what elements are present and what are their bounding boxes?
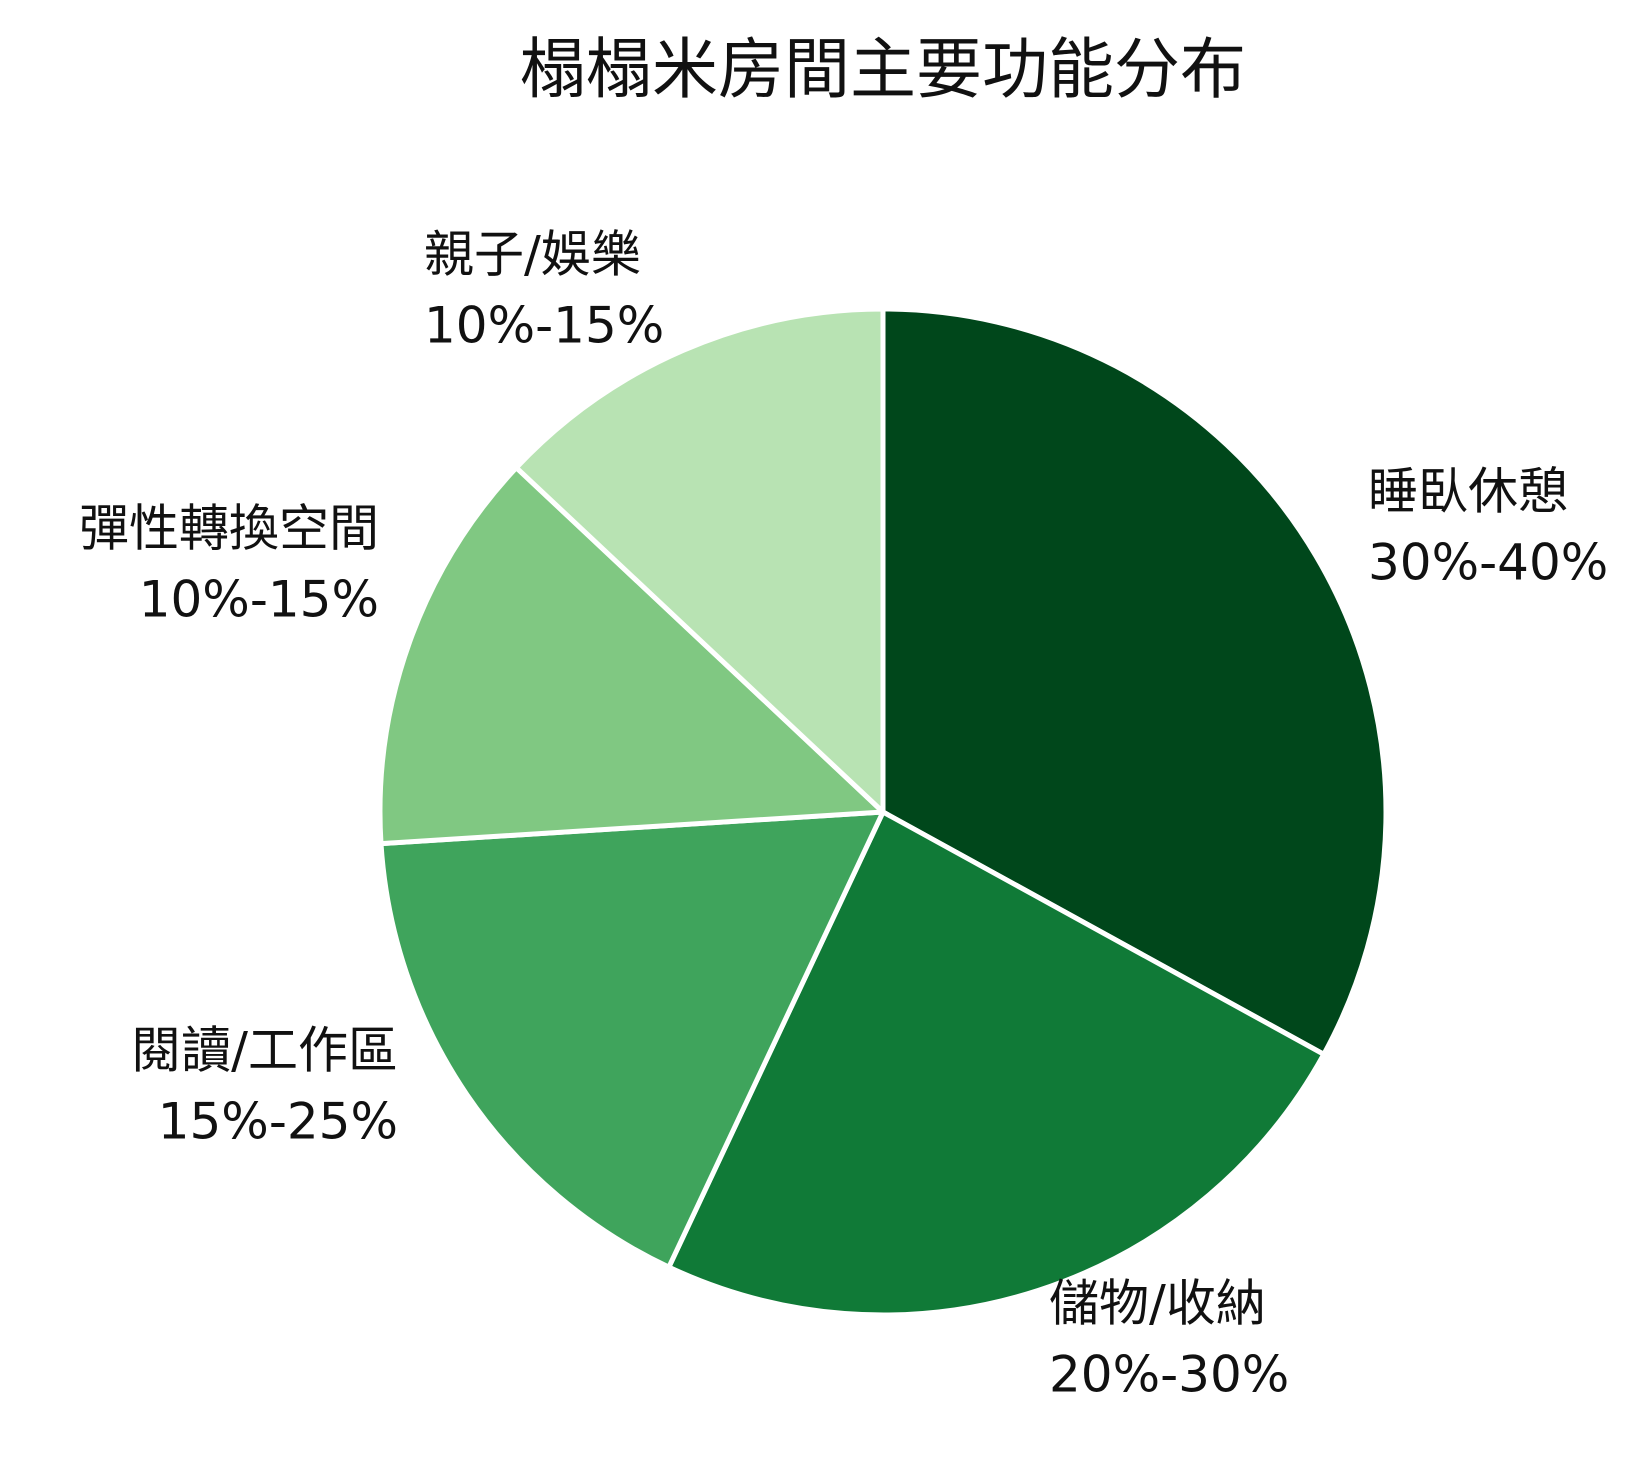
slice-range-label: 15%-25% bbox=[158, 1093, 398, 1151]
pie-slice bbox=[666, 809, 1327, 1318]
slice-label: 閱讀/工作區 bbox=[131, 1022, 398, 1080]
pie-slice bbox=[378, 809, 886, 1270]
slice-range-label: 30%-40% bbox=[1368, 534, 1608, 592]
pie-slice bbox=[513, 306, 886, 815]
slice-label: 親子/娛樂 bbox=[424, 226, 641, 284]
chart-title: 榻榻米房間主要功能分布 bbox=[520, 31, 1246, 108]
slice-label: 睡臥休憩 bbox=[1368, 463, 1568, 521]
pie-slice bbox=[880, 306, 1389, 1057]
slice-range-label: 10%-15% bbox=[424, 297, 664, 355]
slice-range-label: 20%-30% bbox=[1049, 1346, 1289, 1404]
slice-range-label: 10%-15% bbox=[139, 571, 379, 629]
slice-label: 彈性轉換空間 bbox=[79, 500, 379, 558]
pie-slice bbox=[377, 465, 886, 847]
slice-label: 儲物/收納 bbox=[1049, 1275, 1266, 1333]
